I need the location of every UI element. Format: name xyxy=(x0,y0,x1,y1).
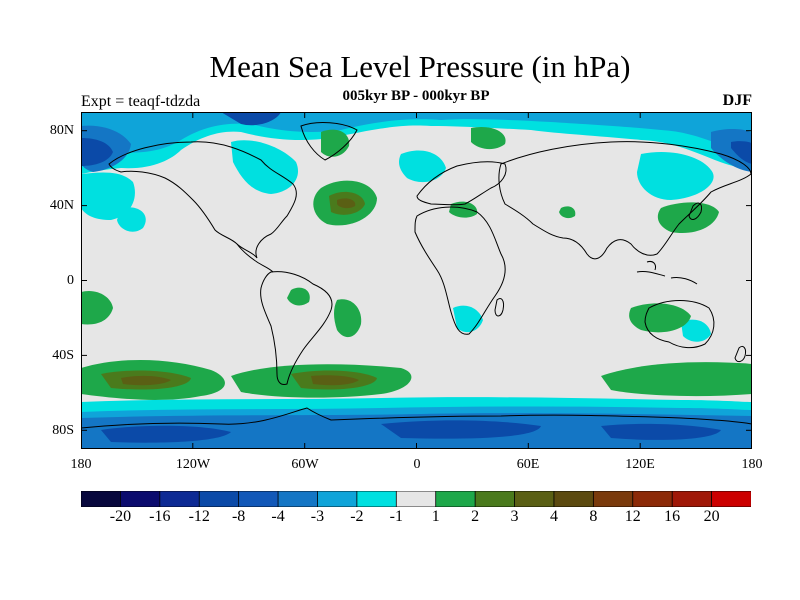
colorbar-swatch xyxy=(238,491,279,507)
north-america-outline xyxy=(108,141,297,259)
colorbar-swatch xyxy=(711,491,751,507)
colorbar-label: -2 xyxy=(350,508,364,525)
tropical-pacific-green xyxy=(81,290,113,325)
colorbar-label: -3 xyxy=(310,508,325,525)
map-subtitle: 005kyr BP - 000kyr BP xyxy=(342,88,490,104)
mediterranean-green xyxy=(449,201,478,218)
colorbar-swatch xyxy=(474,491,516,507)
colorbar xyxy=(81,491,751,507)
lat-label-40n: 40N xyxy=(49,198,74,213)
colorbar-swatch xyxy=(592,491,634,507)
colorbar-swatch xyxy=(395,491,437,507)
colorbar-label: 12 xyxy=(624,508,641,525)
colorbar-swatch xyxy=(632,491,673,507)
colorbar-label: 20 xyxy=(703,508,720,525)
new-zealand-outline xyxy=(734,345,746,363)
colorbar-swatch xyxy=(553,491,595,507)
madagascar-outline xyxy=(494,297,504,317)
south-atlantic-green xyxy=(334,299,362,338)
asia-cyan-region xyxy=(637,151,714,200)
lon-label-60e: 60E xyxy=(516,457,540,472)
colorbar-label: 2 xyxy=(471,508,480,525)
lon-label-120w: 120W xyxy=(175,457,211,472)
africa-outline xyxy=(414,206,506,335)
central-asia-green xyxy=(559,206,576,219)
east-pacific-cyan xyxy=(117,207,146,232)
lon-label-120e: 120E xyxy=(625,457,655,472)
south-america-outline xyxy=(260,271,333,385)
colorbar-label: 16 xyxy=(664,508,681,525)
greenland-green xyxy=(321,129,350,157)
asia-outline xyxy=(498,141,752,260)
colorbar-swatch xyxy=(81,491,122,507)
map-title: Mean Sea Level Pressure (in hPa) xyxy=(209,49,631,84)
colorbar-label: 8 xyxy=(589,508,598,525)
colorbar-label: -1 xyxy=(389,508,403,525)
lon-label-60w: 60W xyxy=(291,457,319,472)
arctic-cyan-band xyxy=(81,112,752,174)
southern-atlantic-olive xyxy=(311,375,359,386)
lat-label-80s: 80S xyxy=(52,423,74,438)
lat-label-80n: 80N xyxy=(49,123,74,138)
pressure-map xyxy=(81,112,752,449)
lon-label-180-west: 180 xyxy=(70,457,92,472)
colorbar-label: -16 xyxy=(149,508,171,525)
colorbar-label: 3 xyxy=(510,508,519,525)
colorbar-label: -8 xyxy=(231,508,246,525)
colorbar-swatch xyxy=(120,491,161,507)
southeast-pacific-green xyxy=(287,287,310,306)
southern-pacific-olive xyxy=(121,375,171,386)
lon-label-0: 0 xyxy=(413,457,421,472)
australia-cyan xyxy=(681,319,711,342)
antarctic-darkblue-patches xyxy=(101,420,721,443)
colorbar-label: -12 xyxy=(188,508,210,525)
colorbar-swatch xyxy=(435,491,476,507)
colorbar-swatch xyxy=(277,491,319,507)
south-indian-green xyxy=(629,303,691,333)
colorbar-label: -20 xyxy=(109,508,132,525)
season-label: DJF xyxy=(722,92,752,109)
colorbar-label: -4 xyxy=(271,508,285,525)
experiment-label: Expt = teaqf-tdzda xyxy=(81,93,201,110)
lat-label-0: 0 xyxy=(67,273,74,288)
japan-outline xyxy=(688,202,702,220)
lon-label-180-east: 180 xyxy=(741,457,763,472)
colorbar-swatch xyxy=(317,491,358,507)
antarctica-outline xyxy=(81,407,752,429)
coastline-outlines xyxy=(81,122,752,429)
scandinavia-green xyxy=(471,126,506,150)
colorbar-swatch xyxy=(198,491,240,507)
north-atlantic-olive xyxy=(337,198,356,209)
axis-ticks xyxy=(81,112,752,449)
greenland-outline xyxy=(300,122,358,161)
europe-outline xyxy=(416,161,507,206)
colorbar-swatch xyxy=(159,491,200,507)
colorbar-swatch xyxy=(356,491,397,507)
indonesia-outline xyxy=(636,261,698,285)
australia-outline xyxy=(644,300,715,349)
colorbar-label: 4 xyxy=(549,508,558,525)
west-pacific-green xyxy=(657,202,719,234)
colorbar-swatch xyxy=(514,491,555,507)
colorbar-swatch xyxy=(671,491,713,507)
central-america-outline xyxy=(236,243,274,273)
colorbar-label: 1 xyxy=(431,508,440,525)
southern-ocean-green-east xyxy=(601,362,752,397)
lat-label-40s: 40S xyxy=(52,348,74,363)
europe-cyan-region xyxy=(399,150,446,183)
